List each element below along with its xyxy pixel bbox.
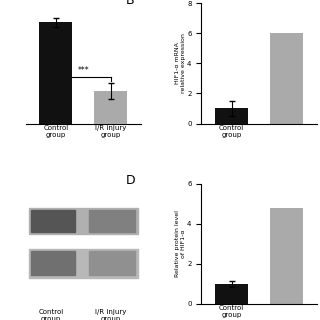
Text: ***: *** (77, 66, 89, 76)
Bar (94, 92, 127, 124)
Bar (29, 249, 138, 277)
Bar (39, 22, 72, 124)
Bar (89, 251, 135, 275)
Text: I/R injury
group: I/R injury group (95, 309, 127, 320)
Bar (31, 210, 75, 232)
Y-axis label: HIF1-α mRNA
relative expression: HIF1-α mRNA relative expression (175, 33, 186, 93)
Text: D: D (126, 174, 136, 187)
Bar (270, 33, 303, 124)
Text: B: B (126, 0, 135, 7)
Bar (31, 251, 75, 275)
Y-axis label: Relative protein level
of HIF1-α: Relative protein level of HIF1-α (175, 211, 186, 277)
Bar (89, 210, 135, 232)
Bar (215, 284, 248, 304)
Bar (270, 208, 303, 304)
Bar (215, 108, 248, 124)
Bar (29, 208, 138, 234)
Text: Control
group: Control group (38, 309, 64, 320)
